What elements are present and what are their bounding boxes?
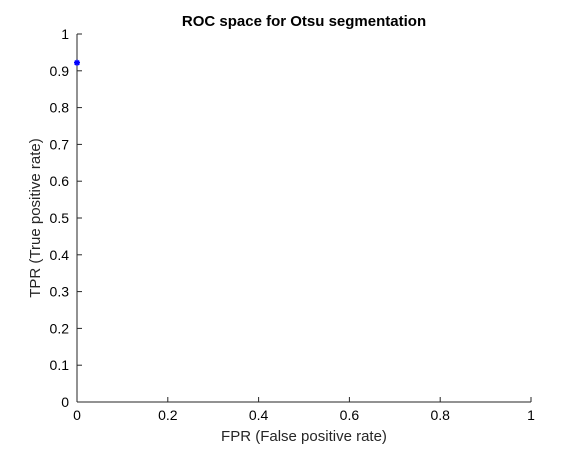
y-tick-label: 0.1 (50, 357, 70, 373)
x-tick-label: 0.6 (340, 407, 360, 423)
y-tick-label: 0 (61, 394, 69, 410)
x-tick-label: 1 (527, 407, 535, 423)
data-point (74, 59, 80, 66)
y-tick-label: 0.2 (50, 320, 70, 336)
x-tick-label: 0.4 (249, 407, 269, 423)
y-tick-label: 0.8 (50, 100, 70, 116)
x-axis: 0 0.2 0.4 0.6 0.8 1 (73, 397, 535, 423)
data-points (74, 59, 80, 66)
plot-area (77, 34, 531, 402)
x-axis-label: FPR (False positive rate) (221, 428, 387, 445)
chart-title: ROC space for Otsu segmentation (182, 13, 426, 30)
y-tick-label: 1 (61, 26, 69, 42)
y-tick-label: 0.7 (50, 136, 70, 152)
y-axis: 0 0.1 0.2 0.3 0.4 0.5 0.6 0.7 0.8 0.9 1 (50, 26, 82, 410)
y-axis-label: TPR (True positive rate) (27, 138, 44, 298)
y-tick-label: 0.9 (50, 63, 70, 79)
x-tick-label: 0 (73, 407, 81, 423)
y-tick-label: 0.5 (50, 210, 70, 226)
y-tick-label: 0.6 (50, 173, 70, 189)
y-tick-label: 0.3 (50, 284, 70, 300)
x-tick-label: 0.8 (430, 407, 450, 423)
x-ticks: 0 0.2 0.4 0.6 0.8 1 (73, 397, 535, 423)
x-tick-label: 0.2 (158, 407, 178, 423)
y-ticks: 0 0.1 0.2 0.3 0.4 0.5 0.6 0.7 0.8 0.9 1 (50, 26, 82, 410)
y-tick-label: 0.4 (50, 247, 70, 263)
